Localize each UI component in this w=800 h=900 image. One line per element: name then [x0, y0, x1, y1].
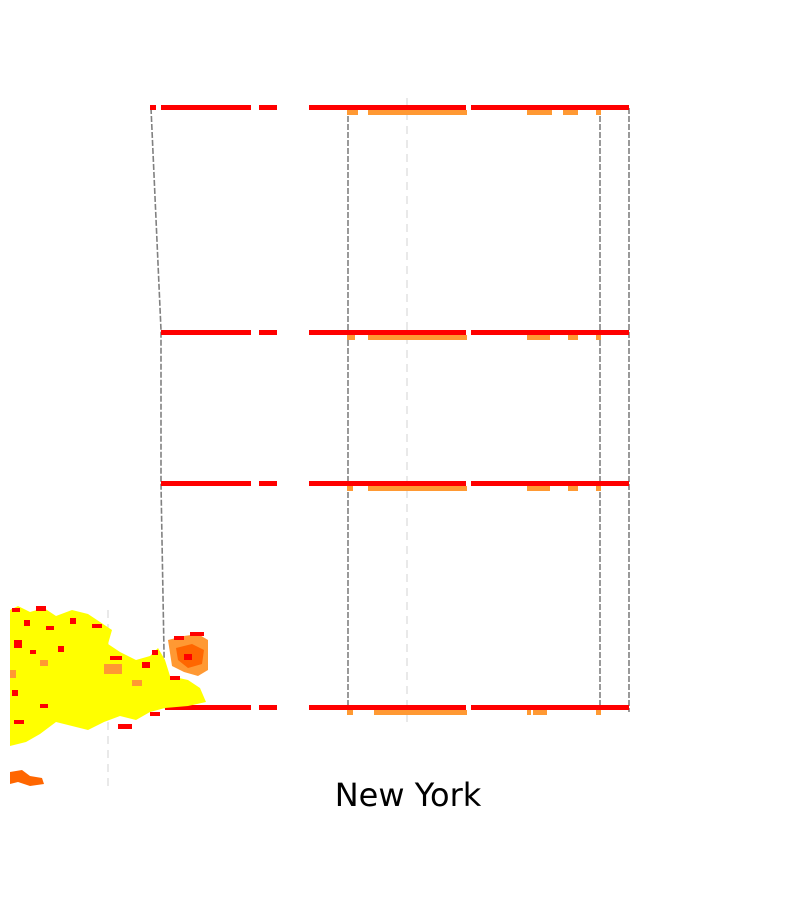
road-segment-secondary [596, 486, 601, 491]
road-band-4 [165, 705, 629, 715]
urban-area-low [152, 650, 158, 655]
road-segment-major [161, 330, 251, 335]
road-band-3 [161, 481, 629, 491]
urban-area-mid [40, 660, 48, 666]
road-segment-secondary [347, 486, 353, 491]
road-segment-major [471, 481, 629, 486]
urban-area-high [10, 606, 206, 746]
urban-area-low [12, 608, 20, 612]
urban-area-low [36, 606, 46, 611]
road-segment-major [259, 330, 277, 335]
urban-area-mid [10, 670, 16, 678]
road-segment-secondary [527, 710, 531, 715]
urban-area-low [92, 624, 102, 628]
urban-area-low [184, 654, 192, 660]
road-segment-major [309, 105, 466, 110]
road-segment-major [309, 481, 466, 486]
urban-area-edge [10, 770, 44, 786]
road-segment-major [471, 330, 629, 335]
road-segment-major [309, 330, 466, 335]
urban-area-low [14, 720, 24, 724]
road-segment-major [150, 105, 156, 110]
road-segment-secondary [533, 710, 547, 715]
map-title: New York [334, 776, 482, 814]
urban-area-low [174, 636, 184, 640]
road-segment-secondary [563, 110, 578, 115]
road-segment-secondary [527, 110, 552, 115]
urban-area-low [142, 662, 150, 668]
urban-area-low [12, 690, 18, 696]
road-segment-major [259, 705, 277, 710]
road-segment-major [259, 481, 277, 486]
urban-area-low [58, 646, 64, 652]
urban-area-cluster [10, 606, 208, 786]
road-segment-major [259, 105, 277, 110]
road-segment-secondary [527, 335, 550, 340]
road-segment-major [471, 105, 629, 110]
urban-area-low [190, 632, 204, 636]
urban-area-low [150, 712, 160, 716]
boundary-line-left [150, 107, 166, 709]
road-segment-secondary [347, 710, 353, 715]
road-segment-secondary [568, 486, 578, 491]
urban-area-low [14, 640, 22, 648]
urban-area-low [170, 676, 180, 680]
road-segment-secondary [596, 110, 601, 115]
road-segment-major [161, 481, 251, 486]
urban-area-low [24, 620, 30, 626]
urban-area-mid [132, 680, 142, 686]
urban-area-low [46, 626, 54, 630]
urban-area-low [70, 618, 76, 624]
road-segment-secondary [568, 335, 578, 340]
urban-area-low [118, 724, 132, 729]
road-segment-secondary [596, 335, 601, 340]
urban-area-low [40, 704, 48, 708]
urban-area-mid [104, 664, 122, 674]
road-segment-major [165, 705, 251, 710]
road-segment-major [309, 705, 466, 710]
road-band-1 [150, 105, 629, 115]
road-segment-major [161, 105, 251, 110]
road-segment-secondary [374, 710, 467, 715]
road-segment-secondary [347, 335, 355, 340]
road-segment-secondary [368, 486, 467, 491]
road-segment-secondary [368, 110, 467, 115]
boundary-lines [150, 107, 630, 712]
road-segment-secondary [527, 486, 550, 491]
road-segment-secondary [596, 710, 601, 715]
road-band-2 [161, 330, 629, 340]
urban-area-low [110, 656, 122, 660]
road-segment-major [471, 705, 629, 710]
road-segment-secondary [368, 335, 467, 340]
road-segment-secondary [347, 110, 358, 115]
urban-area-low [30, 650, 36, 654]
